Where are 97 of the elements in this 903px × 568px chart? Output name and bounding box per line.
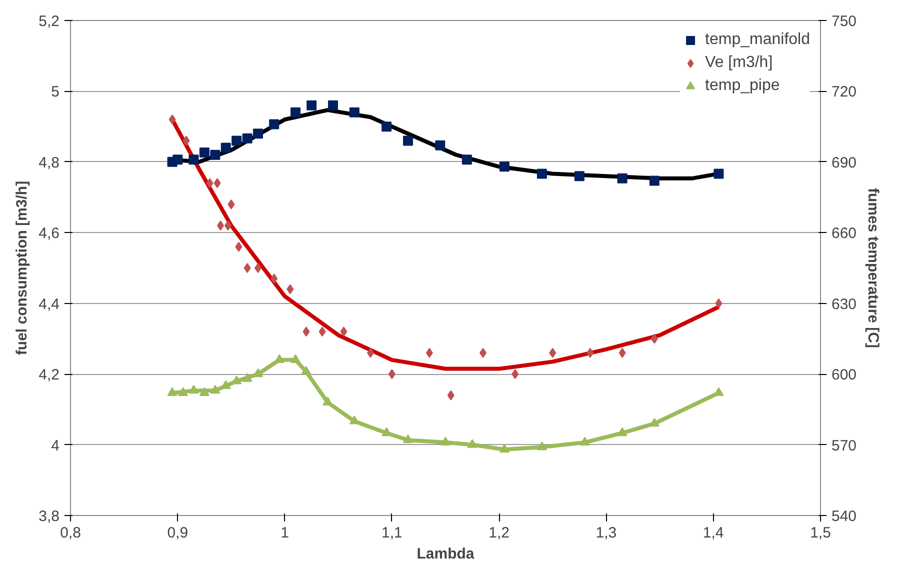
point — [318, 326, 326, 337]
point — [232, 136, 242, 146]
y2-tick-label: 600 — [832, 366, 857, 384]
y2-tick-label: 660 — [832, 225, 857, 242]
y-tick-label: 3,8 — [38, 508, 60, 525]
point — [188, 154, 199, 165]
point — [244, 263, 251, 273]
point — [301, 366, 312, 375]
y-tick-label: 4,6 — [38, 225, 60, 242]
point — [382, 427, 392, 436]
point — [290, 107, 300, 118]
point — [306, 100, 317, 110]
point — [440, 436, 450, 446]
point — [168, 114, 176, 124]
point — [322, 396, 333, 406]
point — [210, 384, 220, 394]
point — [242, 373, 252, 382]
point — [499, 162, 510, 172]
point — [235, 242, 242, 252]
x-tick-label: 0,9 — [167, 524, 188, 542]
point — [649, 418, 660, 427]
y2-tick-label: 720 — [832, 84, 857, 101]
point — [617, 427, 628, 436]
x-tick-label: 1,3 — [596, 524, 617, 542]
point — [274, 354, 284, 364]
y2-tick-label: 540 — [832, 508, 857, 525]
x-tick-label: 1,1 — [382, 524, 402, 542]
point — [349, 107, 360, 118]
point — [167, 387, 178, 396]
point — [447, 390, 454, 400]
point — [650, 334, 658, 344]
point — [435, 140, 446, 150]
y2-tick-label: 750 — [832, 13, 857, 30]
y-tick-label: 4,4 — [38, 296, 60, 313]
point — [549, 348, 556, 358]
point — [228, 199, 235, 210]
point — [586, 348, 594, 358]
point — [253, 368, 263, 378]
x-tick-label: 1,5 — [810, 524, 831, 542]
point — [220, 142, 231, 153]
y2-axis-title: fumes temperature [C] — [864, 188, 882, 348]
point — [426, 348, 433, 358]
point — [210, 150, 220, 160]
point — [232, 375, 242, 384]
point — [254, 263, 262, 273]
point — [403, 434, 413, 444]
legend-label: temp_pipe — [705, 77, 780, 95]
point — [714, 387, 724, 396]
y-tick-label: 4,8 — [38, 154, 60, 172]
point — [172, 154, 183, 165]
x-tick-label: 1,4 — [702, 524, 724, 542]
point — [286, 284, 294, 294]
point — [512, 369, 519, 380]
point — [290, 354, 300, 364]
x-tick-label: 1,2 — [488, 524, 510, 542]
point — [580, 436, 590, 446]
y-tick-label: 4 — [51, 437, 60, 454]
point — [649, 176, 660, 186]
y2-tick-label: 630 — [832, 296, 857, 313]
y-tick-label: 4,2 — [38, 366, 60, 384]
legend-label: Ve [m3/h] — [705, 54, 773, 72]
point — [388, 369, 396, 380]
point — [618, 348, 626, 358]
point — [199, 387, 210, 396]
x-tick-label: 1 — [280, 524, 289, 542]
y-tick-label: 5,2 — [38, 13, 60, 30]
point — [574, 171, 584, 182]
point — [382, 122, 392, 132]
y2-tick-label: 690 — [832, 154, 857, 172]
x-tick-label: 0,8 — [60, 524, 81, 542]
point — [178, 387, 188, 396]
point — [270, 274, 278, 284]
point — [715, 298, 722, 308]
point — [536, 168, 547, 179]
point — [214, 178, 221, 188]
x-axis-title: Lambda — [416, 546, 475, 562]
point — [182, 136, 190, 146]
point — [253, 128, 263, 139]
point — [462, 154, 472, 165]
point — [499, 444, 510, 453]
point — [269, 119, 280, 130]
y-axis-title: fuel consumption [m3/h] — [14, 180, 31, 356]
point — [340, 326, 348, 337]
y2-tick-label: 570 — [832, 437, 857, 454]
y-tick-label: 5 — [51, 84, 60, 101]
point — [467, 439, 478, 448]
point — [536, 441, 547, 450]
point — [403, 136, 413, 146]
point — [206, 178, 214, 188]
point — [328, 100, 338, 110]
point — [714, 168, 724, 179]
legend-label: temp_manifold — [705, 31, 810, 49]
point — [188, 384, 199, 394]
point — [199, 148, 210, 158]
point — [302, 326, 310, 337]
point — [617, 173, 628, 184]
point — [242, 133, 252, 144]
